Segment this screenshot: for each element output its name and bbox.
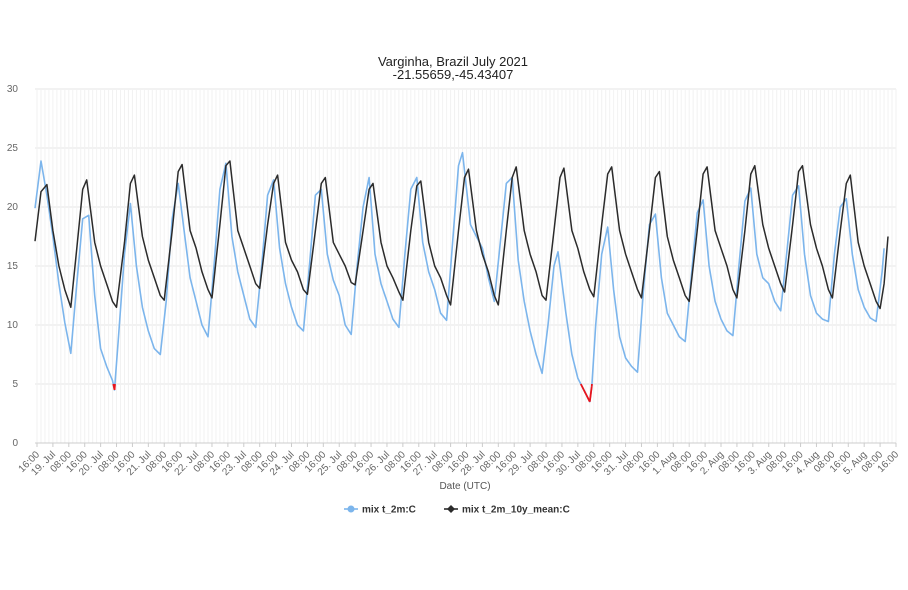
y-axis-ticks: 0 5 10 15 20 25 30: [7, 84, 19, 449]
low-temp-segment: [583, 389, 591, 403]
legend: mix t_2m:C mix t_2m_10y_mean:C: [344, 505, 570, 516]
legend-label: mix t_2m_10y_mean:C: [462, 505, 570, 516]
series-line-1: [34, 151, 885, 403]
y-tick-label: 15: [7, 261, 19, 272]
legend-label: mix t_2m:C: [362, 505, 416, 516]
y-tick-label: 30: [7, 84, 19, 95]
legend-item[interactable]: mix t_2m_10y_mean:C: [444, 505, 570, 516]
series-line-2: [34, 160, 889, 310]
y-tick-label: 0: [12, 438, 18, 449]
y-tick-label: 10: [7, 320, 19, 331]
legend-item[interactable]: mix t_2m:C: [344, 505, 416, 516]
x-axis-label: Date (UTC): [439, 481, 490, 492]
series-lines: [34, 151, 889, 403]
y-tick-label: 25: [7, 143, 19, 154]
chart-subtitle: -21.55659,-45.43407: [393, 67, 514, 82]
low-temp-segment: [588, 386, 593, 402]
grid: [35, 88, 897, 444]
y-tick-label: 5: [12, 379, 18, 390]
legend-circle-marker: [347, 505, 355, 513]
legend-diamond-marker: [447, 505, 455, 513]
y-tick-label: 20: [7, 202, 19, 213]
chart-title: Varginha, Brazil July 2021: [378, 54, 528, 69]
low-temp-segment: [580, 383, 585, 391]
